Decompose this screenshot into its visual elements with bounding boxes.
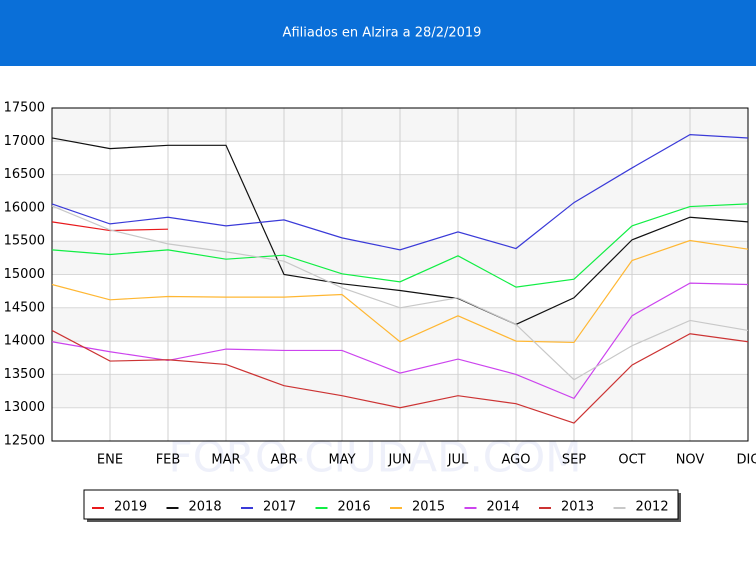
x-tick-label: OCT <box>618 453 645 468</box>
x-tick-label: NOV <box>676 453 705 468</box>
legend-label: 2012 <box>636 500 669 515</box>
y-tick-label: 14500 <box>4 300 45 315</box>
plot-frame <box>51 107 749 442</box>
y-tick-label: 17000 <box>4 134 45 149</box>
y-tick-label: 16500 <box>4 167 45 182</box>
legend-label: 2015 <box>412 500 445 515</box>
x-tick-label: FEB <box>156 453 181 468</box>
series-line <box>51 282 749 400</box>
x-tick-label: JUN <box>387 453 411 468</box>
series-line <box>51 221 169 232</box>
series-line <box>51 134 749 251</box>
y-tick-label: 14000 <box>4 334 45 349</box>
chart-title: Afiliados en Alzira a 28/2/2019 <box>283 26 482 41</box>
x-tick-label: MAR <box>211 453 240 468</box>
legend <box>83 489 679 520</box>
series-line <box>51 137 749 326</box>
y-tick-label: 12500 <box>4 434 45 449</box>
x-tick-label: DIC <box>737 453 756 468</box>
y-tick-label: 17500 <box>4 101 45 116</box>
header-bar <box>0 0 756 66</box>
y-tick-label: 13000 <box>4 400 45 415</box>
legend-label: 2016 <box>338 500 371 515</box>
series-line <box>51 203 749 288</box>
legend-label: 2019 <box>114 500 147 515</box>
series-line <box>51 205 749 381</box>
x-tick-label: AGO <box>502 453 531 468</box>
legend-label: 2017 <box>263 500 296 515</box>
y-tick-label: 13500 <box>4 367 45 382</box>
x-tick-label: ABR <box>271 453 298 468</box>
y-tick-label: 16000 <box>4 200 45 215</box>
x-tick-label: MAY <box>328 453 355 468</box>
legend-label: 2013 <box>561 500 594 515</box>
x-tick-label: JUL <box>447 453 469 468</box>
y-tick-label: 15000 <box>4 267 45 282</box>
series-line <box>51 329 749 424</box>
y-tick-label: 15500 <box>4 234 45 249</box>
legend-label: 2014 <box>487 500 520 515</box>
x-tick-label: ENE <box>97 453 123 468</box>
series-line <box>51 239 749 344</box>
legend-label: 2018 <box>189 500 222 515</box>
x-tick-label: SEP <box>562 453 586 468</box>
